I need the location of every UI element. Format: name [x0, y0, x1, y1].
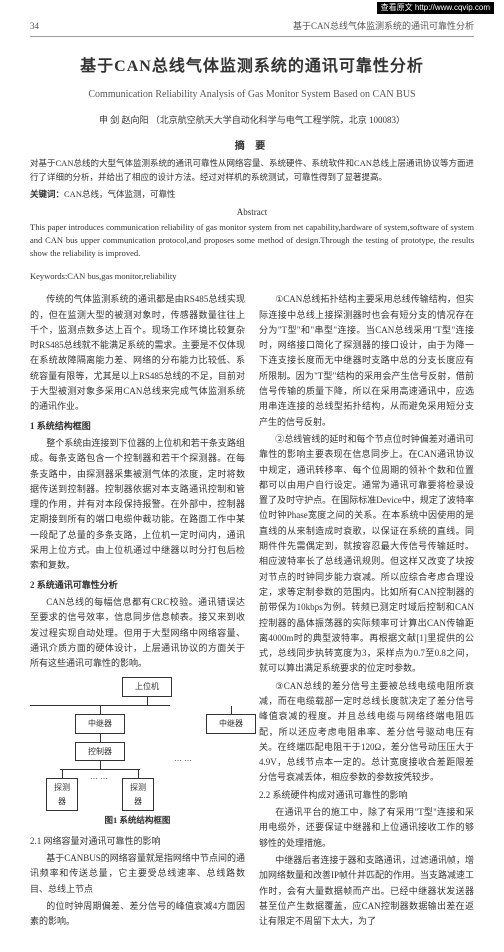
page-number: 34 [30, 20, 39, 34]
para: 传统的气体监测系统的通讯都是由RS485总线实现的，但在监测大型的被测对象时，传… [30, 292, 245, 414]
fig-box-repeater: 中继器 [75, 714, 125, 734]
para: ③CAN总线的差分信号主要被总线电缆电阻所衰减，而在电缆载部一定时总线长度就决定… [259, 679, 474, 786]
para: 基于CANBUS的网络容量就是指网络中节点间的通讯频率和传送总量，它主要受总线速… [30, 851, 245, 897]
heading-2: 2.1 网络容量对通讯可靠性的影响 [30, 834, 245, 849]
para: ①CAN总线拓扑结构主要采用总线传输结构，但实际连接中总线上接探测器时也会有短分… [259, 292, 474, 430]
keywords-cn-label: 关键词： [30, 189, 64, 199]
figure-1-caption: 图1 系统结构框图 [30, 813, 245, 827]
abstract-head-en: Abstract [30, 206, 474, 220]
body-columns: 传统的气体监测系统的通讯都是由RS485总线实现的，但在监测大型的被测对象时，传… [30, 292, 474, 931]
authors: 申 剑 赵向阳 （北京航空航天大学自动化科学与电气工程学院，北京 100083） [30, 114, 474, 128]
fig-box-controller: 控制器 [75, 742, 125, 762]
para: ②总线管线的延时和每个节点位时钟偏差对通讯可靠性的影响主要表现在信息同步上。在C… [259, 432, 474, 677]
title-en: Communication Reliability Analysis of Ga… [30, 87, 474, 102]
heading-1: 1 系统结构框图 [30, 419, 245, 434]
figure-1: 上位机 中继器 控制器 探测器 …… [30, 677, 245, 827]
abstract-body-cn: 对基于CAN总线的大型气体监测系统的通讯可靠性从网络容量、系统硬件、系统软件和C… [30, 157, 474, 184]
running-title: 基于CAN总线气体监测系统的通讯可靠性分析 [293, 20, 474, 34]
keywords-en: Keywords:CAN bus,gas monitor,reliability [30, 270, 474, 283]
fig-box-detector: 探测器 [122, 778, 154, 811]
fig-box-detector: 探测器 [46, 778, 78, 811]
fig-box-host: 上位机 [122, 677, 172, 697]
page: 34 基于CAN总线气体监测系统的通讯可靠性分析 基于CAN总线气体监测系统的通… [0, 0, 504, 952]
abstract-body-en: This paper introduces communication reli… [30, 221, 474, 259]
heading-2: 2.2 系统硬件构成对通讯可靠性的影响 [259, 788, 474, 803]
abstract-head-cn: 摘 要 [30, 139, 474, 154]
para: 整个系统由连接到下位器的上位机和若干条支路组成。每条支路包含一个控制器和若干个探… [30, 436, 245, 574]
para: 的位时钟周期偏差、差分信号的峰值衰减4方面因素的影响。 [30, 899, 245, 930]
para: CAN总线的每幅信息都有CRC校验。通讯错误达至要求的信号效率，信息同步信息帧表… [30, 595, 245, 671]
running-header: 34 基于CAN总线气体监测系统的通讯可靠性分析 [30, 20, 474, 37]
fig-box-repeater: 中继器 [206, 714, 256, 734]
keywords-cn-text: CAN总线，气体监测，可靠性 [64, 189, 175, 199]
heading-1: 2 系统通讯可靠性分析 [30, 578, 245, 593]
diagram: 上位机 中继器 控制器 探测器 …… [30, 677, 264, 811]
url-bar: 查看原文 http://www.cqvip.com [377, 2, 494, 14]
title-cn: 基于CAN总线气体监测系统的通讯可靠性分析 [30, 55, 474, 79]
ellipsis: …… [86, 770, 114, 784]
keywords-cn: 关键词：CAN总线，气体监测，可靠性 [30, 188, 474, 202]
para: 在通讯平台的施工中，除了有采用"T型"连接和采用电缆外，还要保证中继器和上位通讯… [259, 805, 474, 851]
ellipsis: …… [170, 752, 198, 766]
para: 中继器后者连接于器和支路通讯，过滤通讯帧，增加网络数量和改善IP帧什并匹配的作用… [259, 853, 474, 929]
